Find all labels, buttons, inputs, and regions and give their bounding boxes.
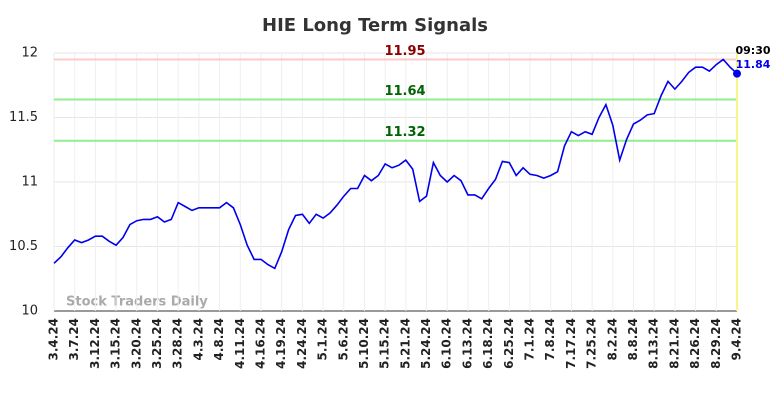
chart-title: HIE Long Term Signals [262, 15, 488, 36]
x-tick-label: 3.4.24 [47, 318, 61, 361]
x-tick-label: 8.21.24 [667, 318, 681, 369]
price-line [53, 58, 738, 270]
x-tick-label: 6.13.24 [460, 318, 474, 369]
x-tick-label: 5.10.24 [357, 318, 371, 369]
x-tick-label: 3.28.24 [171, 318, 185, 369]
x-tick-label: 7.17.24 [564, 318, 578, 369]
x-tick-label: 8.29.24 [709, 318, 723, 369]
x-tick-label: 8.2.24 [605, 318, 619, 361]
x-tick-label: 8.13.24 [647, 318, 661, 369]
signal-label: 11.95 [384, 44, 425, 59]
last-value: 11.84 [736, 58, 771, 71]
x-tick-label: 4.24.24 [295, 318, 309, 369]
x-tick-label: 8.8.24 [626, 318, 640, 361]
x-tick-label: 3.15.24 [109, 318, 123, 369]
signal-label: 11.32 [384, 125, 425, 140]
x-tick-label: 7.25.24 [585, 318, 599, 369]
x-tick-label: 6.25.24 [502, 318, 516, 369]
x-tick-label: 7.8.24 [543, 318, 557, 361]
x-tick-label: 5.15.24 [378, 318, 392, 369]
x-tick-label: 3.20.24 [129, 318, 143, 369]
y-tick-label: 10.5 [9, 239, 38, 254]
last-point [733, 69, 741, 78]
x-tick-label: 3.12.24 [88, 318, 102, 369]
x-tick-label: 8.26.24 [688, 318, 702, 369]
x-tick-label: 7.1.24 [523, 318, 537, 361]
y-tick-label: 10 [21, 304, 38, 319]
x-tick-label: 4.16.24 [253, 318, 267, 369]
x-tick-label: 6.10.24 [440, 318, 454, 369]
y-tick-label: 12 [21, 46, 38, 61]
last-time: 09:30 [735, 44, 770, 57]
x-tick-label: 5.21.24 [398, 318, 412, 369]
x-tick-label: 6.18.24 [481, 318, 495, 369]
x-tick-label: 4.8.24 [212, 318, 226, 361]
x-tick-label: 4.11.24 [233, 318, 247, 369]
x-tick-label: 4.3.24 [191, 318, 205, 361]
signal-label: 11.64 [384, 84, 425, 99]
y-tick-label: 11 [21, 175, 38, 190]
x-tick-label: 5.1.24 [316, 318, 330, 361]
x-tick-label: 5.24.24 [419, 318, 433, 369]
x-tick-label: 9.4.24 [730, 318, 744, 361]
x-tick-label: 4.19.24 [274, 318, 288, 369]
x-tick-label: 5.6.24 [336, 318, 350, 361]
x-tick-label: 3.7.24 [67, 318, 81, 361]
x-tick-label: 3.25.24 [150, 318, 164, 369]
y-tick-label: 11.5 [9, 110, 38, 125]
